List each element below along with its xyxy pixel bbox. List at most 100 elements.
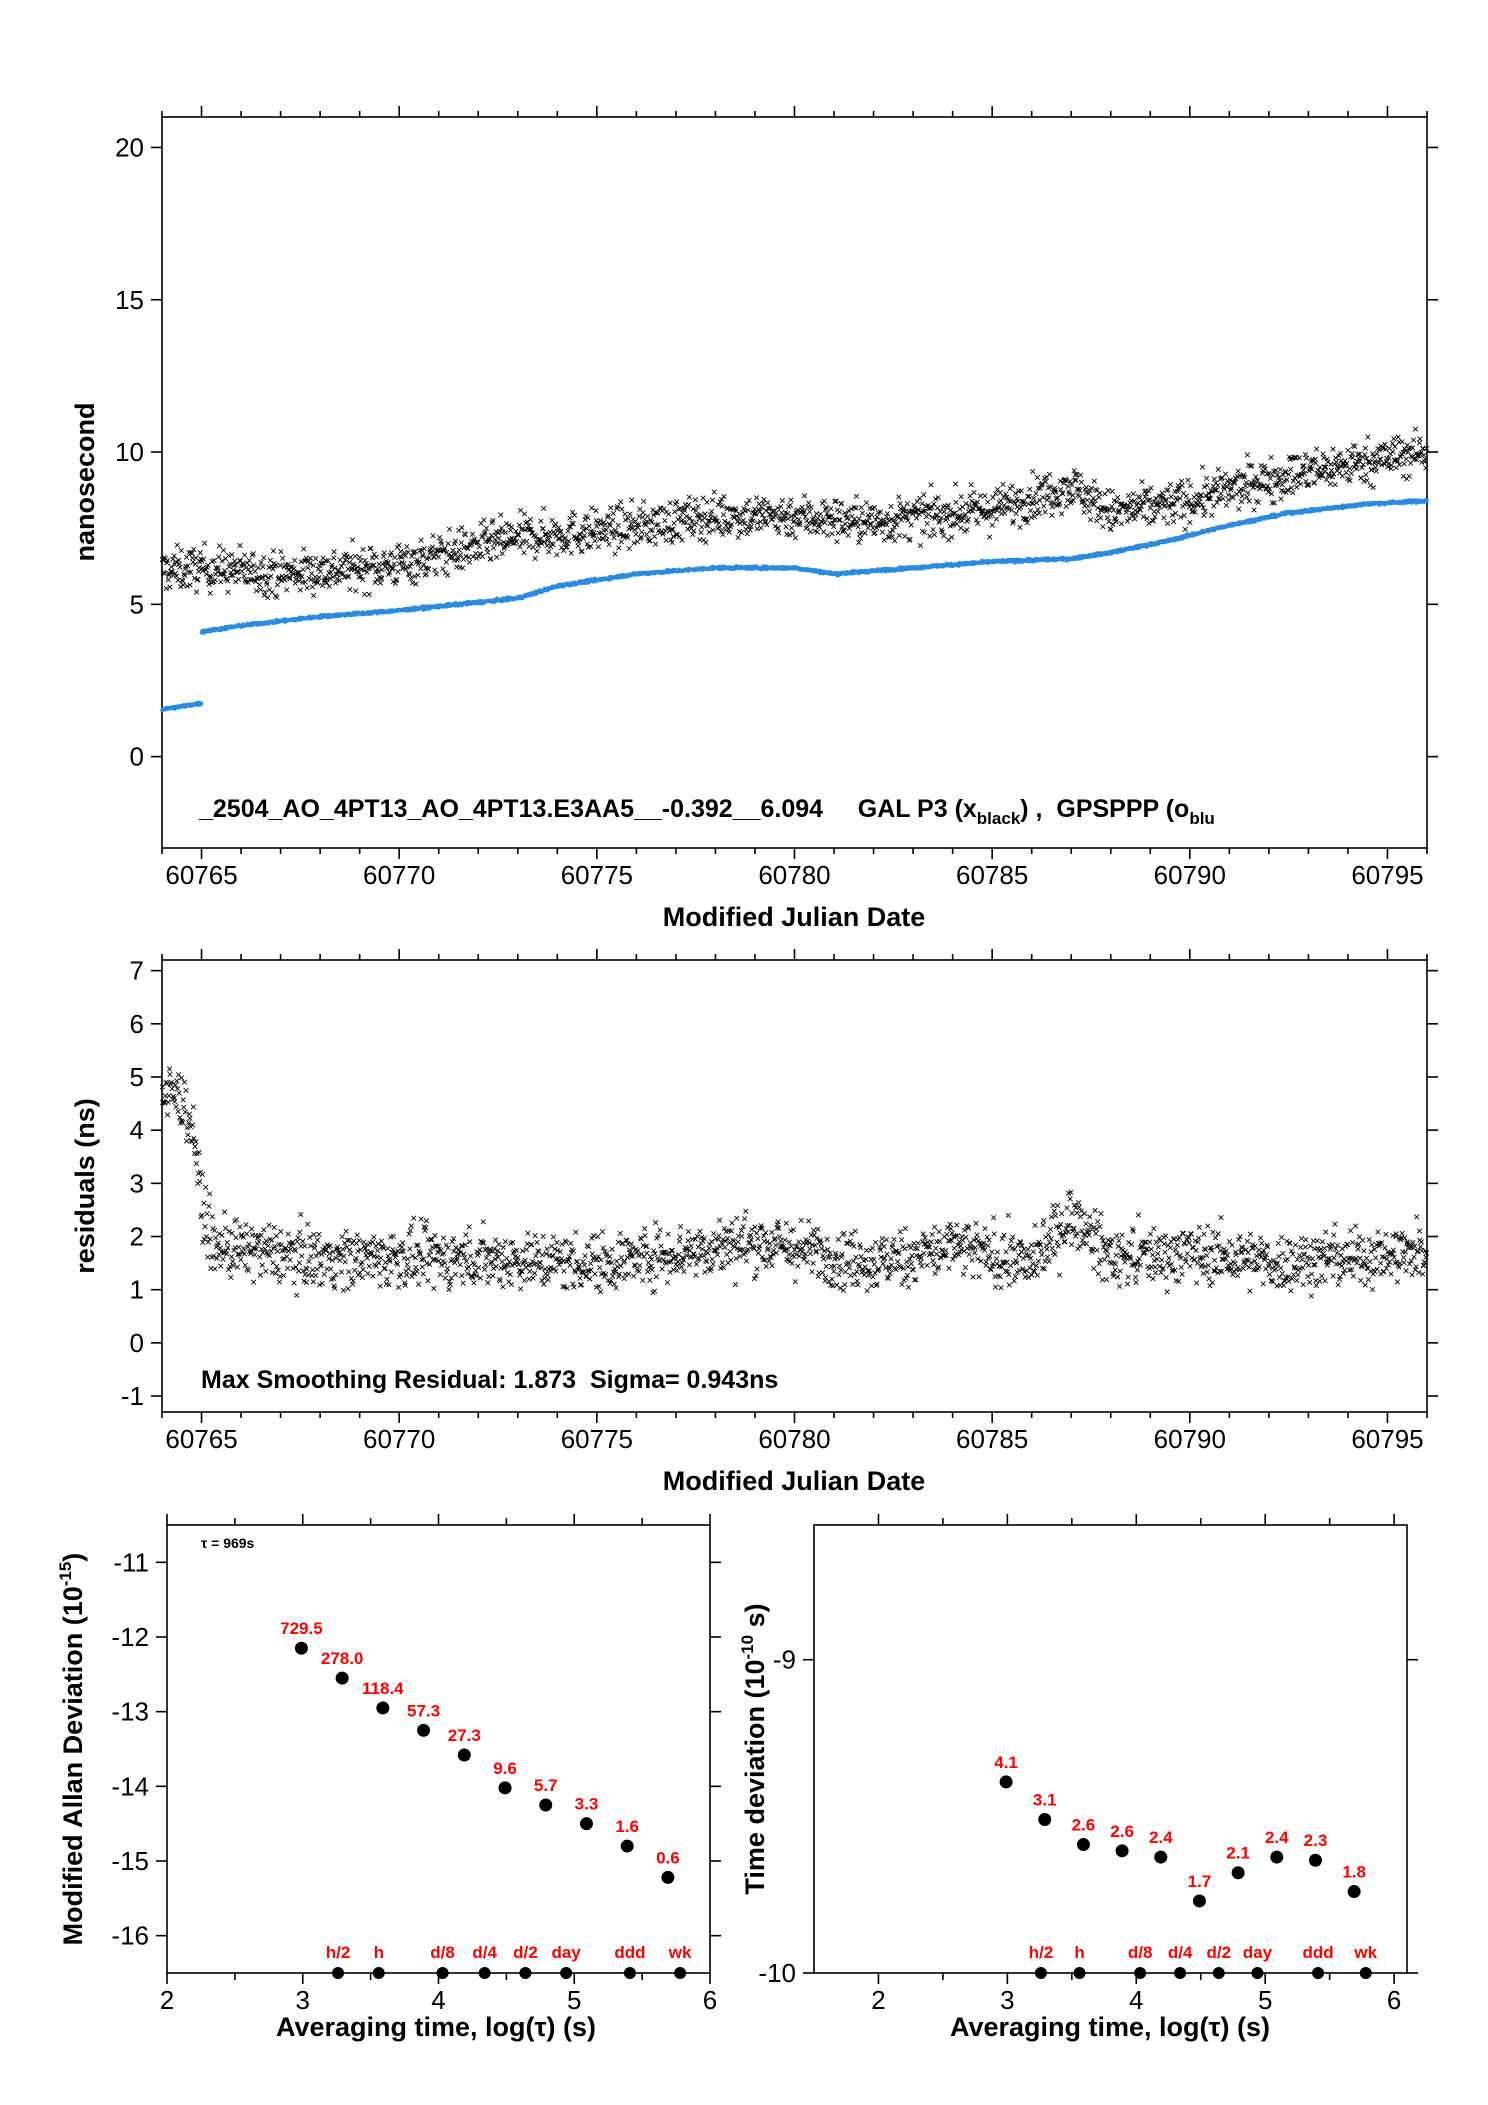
phase-x-marker: [423, 565, 429, 571]
phase-x-marker: [265, 594, 271, 601]
phase-x-marker: [174, 542, 180, 548]
phase-x-marker: [466, 554, 472, 561]
phase-x-marker: [540, 526, 546, 532]
phase-x-marker: [458, 540, 464, 546]
phase-x-marker: [476, 544, 482, 550]
phase-x-marker: [487, 536, 493, 542]
phase-x-marker: [355, 564, 361, 570]
phase-x-marker: [268, 573, 274, 579]
phase-x-marker: [338, 563, 344, 569]
phase-x-marker: [360, 546, 366, 553]
phase-x-marker: [687, 515, 693, 521]
phase-x-marker: [637, 536, 644, 542]
phase-x-marker: [284, 587, 290, 593]
phase-x-marker: [606, 521, 613, 527]
phase-y-tick-label: 5: [130, 589, 144, 619]
phase-x-marker: [296, 578, 302, 584]
phase-x-marker: [606, 541, 612, 548]
phase-x-marker: [186, 549, 192, 556]
phase-x-marker: [614, 505, 620, 512]
phase-x-marker: [440, 566, 446, 572]
phase-x-marker: [316, 574, 322, 581]
phase-x-marker: [464, 544, 470, 550]
phase-x-marker: [412, 548, 418, 555]
phase-x-marker: [241, 573, 247, 579]
phase-x-marker: [485, 549, 491, 556]
phase-x-marker: [568, 550, 574, 556]
phase-x-marker: [368, 545, 374, 552]
phase-x-marker: [315, 580, 321, 586]
phase-x-marker: [327, 575, 333, 582]
phase-x-marker: [456, 547, 462, 553]
phase-x-tick-label: 60765: [165, 860, 237, 890]
phase-x-marker: [251, 562, 257, 569]
phase-x-marker: [631, 540, 637, 546]
phase-x-marker: [466, 559, 472, 565]
phase-x-marker: [296, 569, 302, 576]
phase-x-marker: [282, 577, 288, 583]
phase-x-marker: [616, 545, 622, 551]
phase-x-marker: [619, 506, 625, 512]
phase-x-marker: [206, 581, 212, 587]
phase-x-marker: [490, 517, 496, 524]
phase-x-marker: [537, 536, 543, 542]
phase-x-marker: [554, 552, 560, 558]
phase-x-marker: [639, 529, 645, 535]
phase-x-marker: [517, 544, 523, 550]
phase-x-marker: [676, 533, 683, 540]
phase-x-marker: [360, 576, 366, 583]
phase-x-marker: [193, 589, 200, 595]
phase-x-marker: [605, 513, 611, 519]
phase-x-marker: [613, 530, 619, 536]
phase-x-marker: [392, 554, 398, 561]
phase-x-marker: [395, 569, 401, 575]
phase-x-marker: [527, 516, 534, 523]
phase-x-marker: [320, 560, 327, 566]
phase-x-marker: [270, 566, 276, 572]
phase-x-marker: [524, 538, 530, 545]
phase-x-marker: [445, 540, 451, 547]
phase-x-marker: [358, 573, 364, 580]
phase-x-marker: [260, 564, 266, 570]
phase-x-marker: [405, 549, 411, 555]
phase-x-marker: [398, 548, 404, 555]
phase-x-marker: [374, 566, 381, 572]
phase-x-marker: [364, 569, 370, 575]
phase-x-marker: [590, 533, 596, 539]
phase-x-marker: [690, 506, 696, 512]
phase-x-marker: [534, 548, 540, 554]
phase-x-marker: [215, 565, 221, 571]
phase-x-marker: [319, 560, 325, 566]
phase-x-marker: [331, 555, 337, 561]
phase-x-marker: [297, 573, 303, 579]
phase-x-marker: [407, 576, 414, 582]
phase-x-marker: [331, 549, 337, 555]
phase-x-marker: [236, 576, 242, 582]
phase-x-marker: [439, 541, 445, 547]
phase-x-marker: [228, 572, 234, 579]
phase-x-marker: [299, 573, 305, 580]
phase-x-tick-label: 60795: [1351, 860, 1423, 890]
phase-x-marker: [404, 543, 410, 550]
phase-x-marker: [502, 529, 509, 536]
phase-x-marker: [310, 593, 317, 599]
phase-x-marker: [663, 537, 669, 543]
phase-x-marker: [589, 505, 595, 511]
phase-x-marker: [352, 553, 359, 559]
phase-x-marker: [409, 553, 415, 559]
phase-x-marker: [415, 572, 421, 578]
phase-x-marker: [361, 591, 368, 597]
phase-x-marker: [445, 572, 451, 578]
phase-x-marker: [172, 570, 179, 577]
phase-x-marker: [442, 545, 448, 552]
phase-x-marker: [357, 558, 364, 564]
phase-x-marker: [544, 542, 550, 549]
phase-x-tick-label: 60780: [758, 860, 830, 890]
phase-x-marker: [668, 537, 674, 543]
phase-x-marker: [257, 586, 264, 593]
phase-x-marker: [494, 554, 500, 560]
phase-x-marker: [567, 524, 574, 530]
phase-x-marker: [610, 510, 616, 517]
phase-x-marker: [541, 505, 547, 512]
phase-x-marker: [347, 554, 354, 560]
